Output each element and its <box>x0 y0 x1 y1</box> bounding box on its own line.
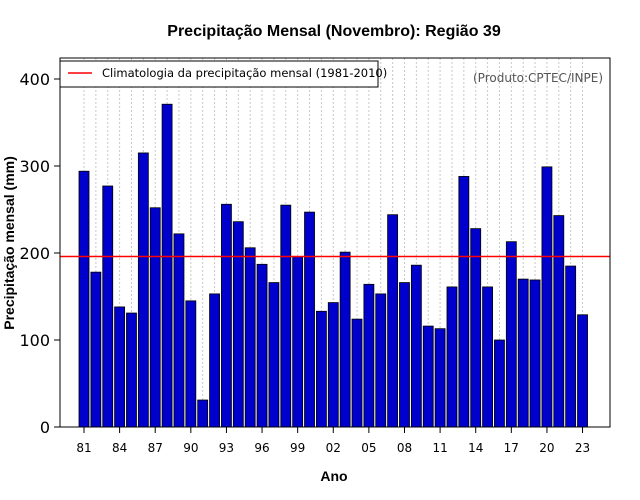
chart-title: Precipitação Mensal (Novembro): Região 3… <box>167 23 501 40</box>
bar-2003 <box>339 251 351 428</box>
x-tick-label: 05 <box>361 441 376 455</box>
bar-1992 <box>209 293 220 428</box>
bar-2017 <box>505 241 517 428</box>
bar-2019 <box>529 279 541 428</box>
bar-2001 <box>315 310 327 428</box>
bar-1988 <box>161 103 173 428</box>
x-tick-label: 02 <box>326 441 341 455</box>
bar-1986 <box>137 152 149 428</box>
bar-2023 <box>577 314 588 428</box>
x-tick-label: 99 <box>290 441 305 455</box>
legend: Climatologia da precipitação mensal (198… <box>59 60 387 88</box>
y-axis: 0 100 200 300 400 <box>19 70 60 437</box>
bar-2020 <box>541 166 553 428</box>
bar-2021 <box>553 215 565 428</box>
x-tick-label: 84 <box>112 441 127 455</box>
x-tick-label: 93 <box>219 441 234 455</box>
y-tick-label: 400 <box>19 70 50 89</box>
x-tick-label: 23 <box>575 441 590 455</box>
bar-2022 <box>565 265 577 428</box>
bar-2014 <box>470 228 482 428</box>
y-tick-label: 0 <box>40 418 50 437</box>
x-tick-label: 17 <box>504 441 519 455</box>
bar-2005 <box>363 283 375 428</box>
y-tick-label: 300 <box>19 157 50 176</box>
bar-2009 <box>410 264 422 428</box>
bar-2016 <box>494 339 505 428</box>
bar-2004 <box>351 318 363 428</box>
legend-box <box>59 60 379 88</box>
x-tick-label: 81 <box>76 441 91 455</box>
bar-2010 <box>422 325 434 428</box>
bar-2012 <box>446 286 458 428</box>
x-tick-label: 11 <box>432 441 447 455</box>
bar-1987 <box>149 207 161 428</box>
bar-1984 <box>114 306 126 428</box>
bar-2018 <box>517 278 529 428</box>
x-tick-label: 96 <box>254 441 269 455</box>
bar-1995 <box>244 247 256 428</box>
bar-series <box>78 103 588 428</box>
x-tick-label: 14 <box>468 441 483 455</box>
bar-1993 <box>221 203 232 428</box>
x-tick-label: 08 <box>397 441 412 455</box>
bar-2011 <box>434 328 446 428</box>
bar-1983 <box>102 185 114 428</box>
source-note: (Produto:CPTEC/INPE) <box>473 71 603 85</box>
bar-1985 <box>126 312 137 428</box>
legend-label: Climatologia da precipitação mensal (198… <box>102 66 387 80</box>
bar-1998 <box>280 204 292 428</box>
bar-2008 <box>399 282 410 428</box>
bar-2007 <box>387 214 399 428</box>
x-axis-label: Ano <box>320 468 347 484</box>
bar-1990 <box>185 300 197 428</box>
y-tick-label: 100 <box>19 331 50 350</box>
bar-1991 <box>197 399 209 428</box>
bar-2006 <box>375 293 387 428</box>
bar-2000 <box>304 211 315 428</box>
y-axis-label: Precipitação mensal (mm) <box>1 156 17 330</box>
bar-1981 <box>78 170 90 428</box>
x-tick-label: 87 <box>148 441 163 455</box>
plot-frame <box>59 57 611 428</box>
y-tick-label: 200 <box>19 244 50 263</box>
bar-2015 <box>482 286 493 428</box>
bar-1997 <box>268 282 280 428</box>
bar-1982 <box>90 271 102 428</box>
bar-1994 <box>232 221 244 428</box>
x-tick-label: 20 <box>539 441 554 455</box>
bar-2013 <box>458 176 470 428</box>
bar-1989 <box>173 233 185 428</box>
x-axis: 81 84 87 90 93 96 99 02 05 08 11 14 17 20 23 <box>76 427 590 455</box>
bar-1996 <box>256 263 268 428</box>
bar-1999 <box>292 256 304 428</box>
x-tick-label: 90 <box>183 441 198 455</box>
bar-2002 <box>327 302 339 428</box>
